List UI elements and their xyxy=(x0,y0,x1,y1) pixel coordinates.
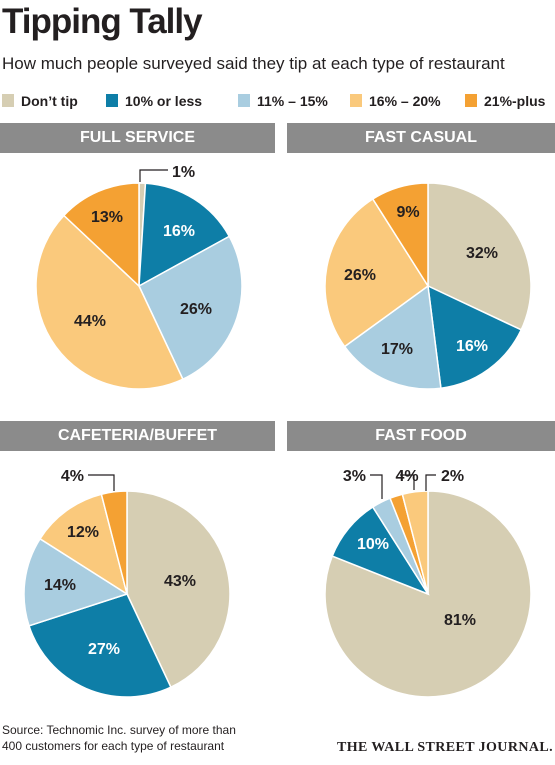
source-note: Source: Technomic Inc. survey of more th… xyxy=(2,722,292,754)
legend-label: 21%-plus xyxy=(484,93,546,109)
slice-label-11-15: 26% xyxy=(180,301,212,318)
slice-label-21-plus: 9% xyxy=(396,204,419,221)
pie-slice-16-20 xyxy=(401,490,429,595)
pie-slice-don-t-tip xyxy=(126,490,231,689)
legend-swatch-10-or-less xyxy=(106,94,118,107)
panel-header-fast-casual: FAST CASUAL xyxy=(287,123,555,153)
chart-title: Tipping Tally xyxy=(2,2,203,41)
pie-full-service: 1% 16% 26% 44% 13% xyxy=(35,164,243,390)
slice-label-21-plus: 2% xyxy=(441,468,464,485)
pie-slice-11-15 xyxy=(23,537,129,627)
legend-label: 16% – 20% xyxy=(369,93,441,109)
slice-label-16-20: 12% xyxy=(67,524,99,541)
leader-line xyxy=(425,474,436,491)
legend-swatch-11-15 xyxy=(238,94,250,107)
slice-label-10-or-less: 10% xyxy=(357,536,389,553)
slice-label-don-t-tip: 32% xyxy=(466,245,498,262)
pie-fast-food: 81% 10% 3% 4% 2% xyxy=(324,468,532,698)
pie-slice-21-plus xyxy=(371,182,429,289)
panel-header-fast-food: FAST FOOD xyxy=(287,421,555,451)
legend-label: 11% – 15% xyxy=(257,93,328,109)
slice-label-don-t-tip: 81% xyxy=(444,612,476,629)
panel-header-cafeteria-buffet: CAFETERIA/BUFFET xyxy=(0,421,275,451)
pie-cafeteria-buffet: 43% 27% 14% 12% 4% xyxy=(23,468,231,698)
legend-label: 10% or less xyxy=(125,93,203,109)
slice-label-10-or-less: 16% xyxy=(163,223,195,240)
slice-label-11-15: 3% xyxy=(343,468,366,485)
slice-label-11-15: 14% xyxy=(44,577,76,594)
slice-label-16-20: 26% xyxy=(344,267,376,284)
pie-slice-16-20 xyxy=(35,214,184,390)
slice-label-16-20: 44% xyxy=(74,313,106,330)
pie-slice-21-plus xyxy=(100,490,128,595)
slice-label-21-plus: 4% xyxy=(61,468,84,485)
source-line-2: 400 customers for each type of restauran… xyxy=(2,739,225,753)
legend-swatch-21-plus xyxy=(465,94,477,107)
leader-line xyxy=(400,474,415,490)
legend: Don’t tip 10% or less 11% – 15% 16% – 20… xyxy=(2,92,555,110)
wsj-logo: THE WALL STREET JOURNAL. xyxy=(336,740,553,755)
pie-slice-11-15 xyxy=(138,235,243,381)
slice-label-21-plus: 13% xyxy=(91,209,123,226)
slice-label-11-15: 17% xyxy=(381,341,413,358)
pie-slice-11-15 xyxy=(343,284,442,390)
pie-slice-21-plus xyxy=(62,182,140,288)
pie-slice-16-20 xyxy=(324,197,430,348)
legend-swatch-16-20 xyxy=(350,94,362,107)
leader-line xyxy=(139,169,168,182)
pie-slice-16-20 xyxy=(38,493,129,596)
pie-slice-don-t-tip xyxy=(427,182,532,331)
slice-label-don-t-tip: 1% xyxy=(172,164,195,181)
legend-label: Don’t tip xyxy=(21,93,78,109)
slice-label-10-or-less: 27% xyxy=(88,641,120,658)
leader-line xyxy=(370,474,383,499)
chart-subtitle: How much people surveyed said they tip a… xyxy=(2,54,505,73)
pie-fast-casual: 32% 16% 17% 26% 9% xyxy=(324,182,532,390)
source-line-1: Source: Technomic Inc. survey of more th… xyxy=(2,723,236,737)
pie-slice-10-or-less xyxy=(427,284,523,390)
slice-label-don-t-tip: 43% xyxy=(164,573,196,590)
pie-slice-10-or-less xyxy=(28,593,172,698)
slice-label-16-20: 4% xyxy=(395,468,418,485)
panel-header-full-service: FULL SERVICE xyxy=(0,123,275,153)
slice-label-10-or-less: 16% xyxy=(456,338,488,355)
leader-line xyxy=(88,474,115,491)
legend-swatch-dont-tip xyxy=(2,94,14,107)
pie-slice-10-or-less xyxy=(138,182,231,288)
